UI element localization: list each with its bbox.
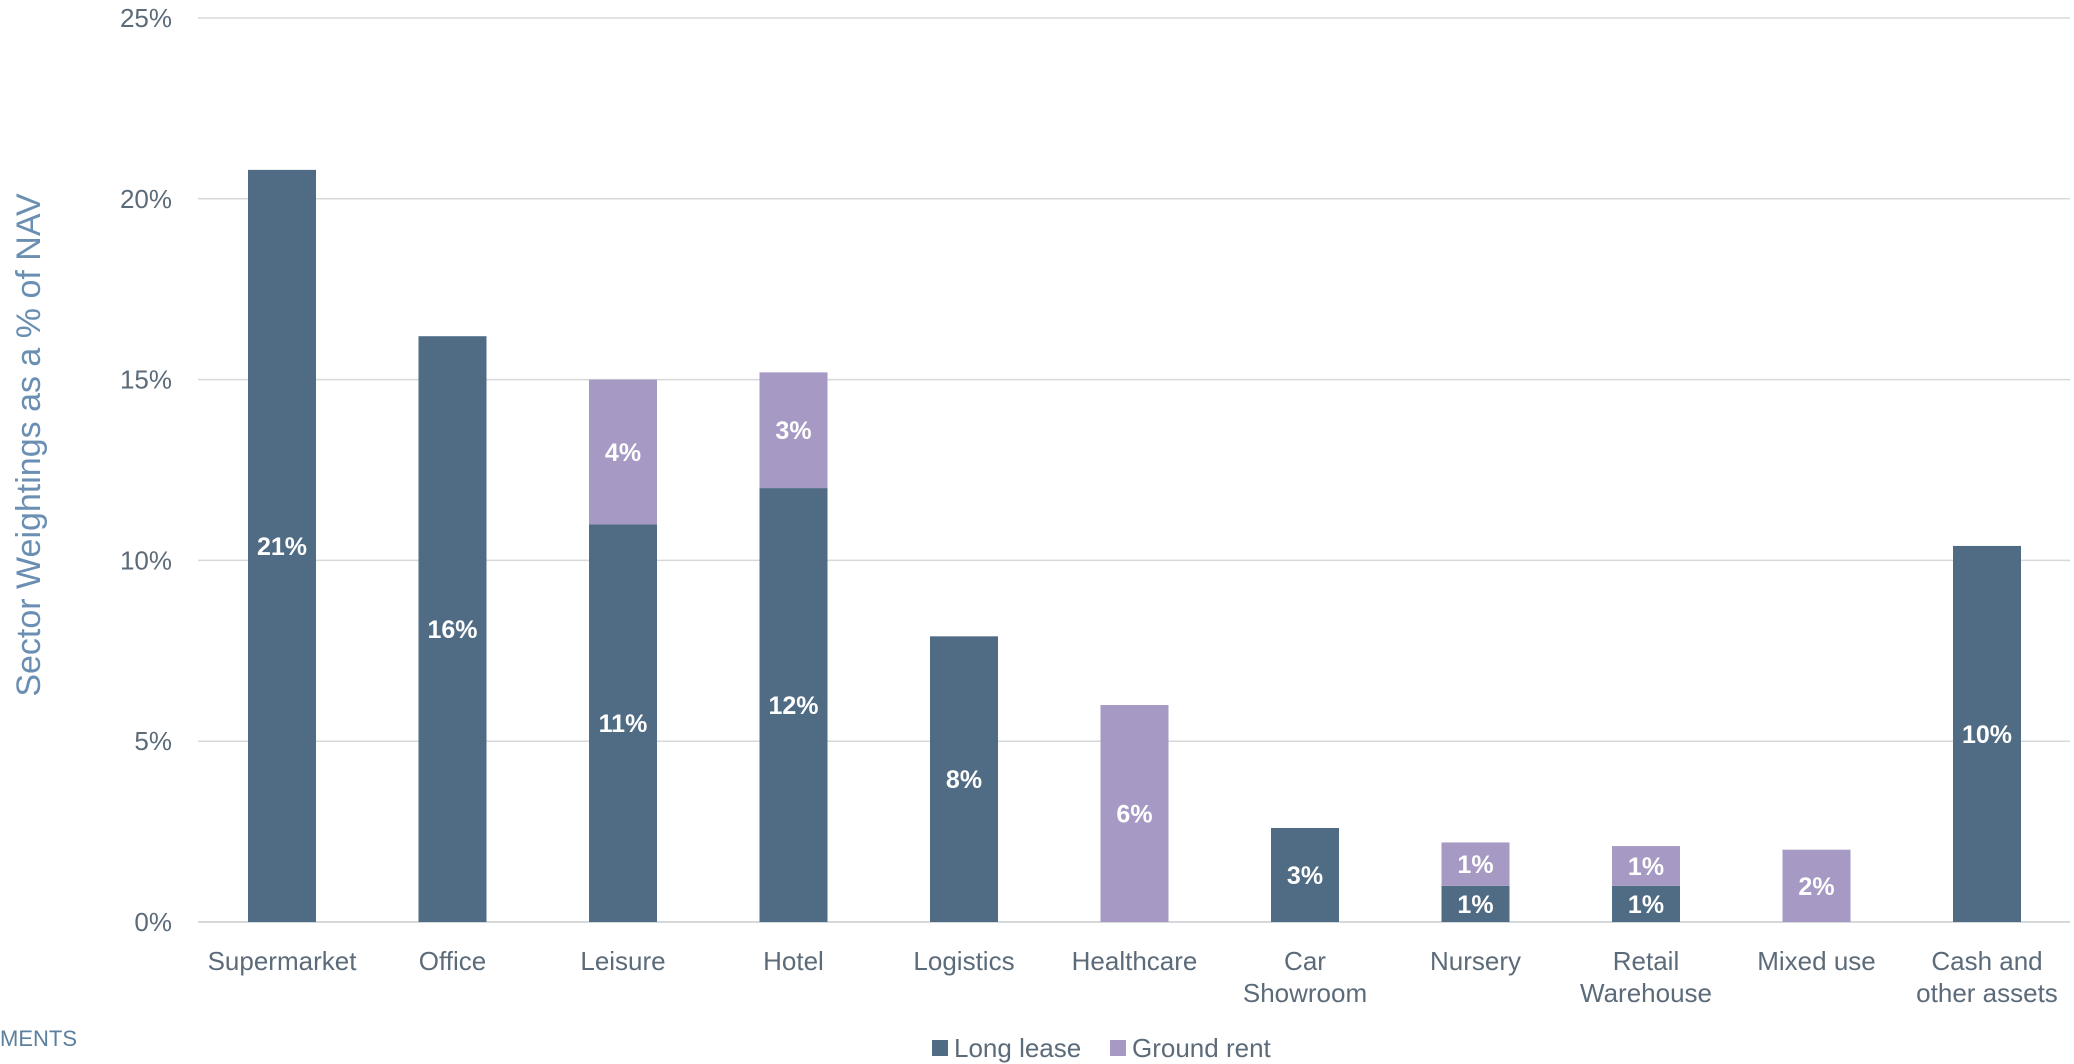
legend: Long lease Ground rent (932, 1033, 1272, 1063)
bar-segment (248, 169, 316, 922)
y-tick-label: 25% (120, 3, 172, 33)
data-label: 2% (1798, 873, 1834, 901)
x-tick-label: Office (419, 946, 486, 976)
data-label: 6% (1116, 801, 1152, 829)
data-label: 1% (1457, 891, 1493, 919)
bars (248, 169, 2021, 922)
data-label: 3% (1287, 862, 1323, 890)
x-tick-label: Healthcare (1072, 946, 1198, 976)
bar-segment (1441, 842, 1510, 886)
data-label: 3% (775, 417, 811, 445)
y-axis-label: Sector Weightings as a % of NAV (10, 193, 48, 697)
bar-segment (759, 488, 828, 922)
bar-segment (418, 336, 487, 922)
data-label: 4% (605, 439, 641, 467)
x-tick-label: Car Showroom (1243, 946, 1367, 1008)
bar-segment (1953, 545, 2021, 922)
x-tick-label: Nursery (1430, 946, 1521, 976)
y-tick-label: 20% (120, 184, 172, 214)
side-note-text: MENTS (0, 1026, 77, 1051)
data-label: 1% (1457, 851, 1493, 879)
data-label: 21% (257, 533, 307, 561)
data-labels: 21% 16% 11% 4% 12% 3% 8% 6% 3% 1% 1% 1% 1% 2% 10% (257, 417, 2012, 919)
y-tick-label: 10% (120, 545, 172, 575)
bar-segment (1100, 705, 1169, 922)
data-label: 16% (427, 616, 477, 644)
y-axis-ticks: 0% 5% 10% 15% 20% 25% (120, 3, 172, 937)
data-label: 8% (946, 766, 982, 794)
data-label: 11% (599, 710, 648, 738)
data-label: 1% (1628, 891, 1664, 919)
x-tick-label: Supermarket (208, 946, 358, 976)
legend-label: Ground rent (1132, 1033, 1272, 1063)
data-label: 1% (1628, 853, 1664, 881)
x-tick-label: Cash and other assets (1916, 946, 2058, 1008)
x-tick-label: Logistics (913, 946, 1014, 976)
x-axis-categories: Supermarket Office Leisure Hotel Logistics He… (208, 946, 2058, 1008)
bar-segment (1271, 827, 1339, 922)
x-tick-label: Mixed use (1757, 946, 1876, 976)
bar-segment (1612, 885, 1680, 922)
legend-label: Long lease (954, 1033, 1081, 1063)
x-tick-label: Hotel (763, 946, 824, 976)
y-tick-label: 0% (134, 907, 172, 937)
bar-segment (1782, 849, 1851, 922)
legend-swatch (932, 1040, 948, 1056)
data-label: 10% (1962, 721, 2012, 749)
x-tick-label: Retail Warehouse (1580, 946, 1712, 1008)
bar-segment (1612, 846, 1680, 886)
y-tick-label: 5% (134, 726, 172, 756)
bar-segment (589, 379, 657, 525)
bar-segment (1441, 885, 1510, 922)
data-label: 12% (768, 692, 818, 720)
bar-segment (930, 636, 998, 922)
bar-segment (759, 372, 828, 489)
y-tick-label: 15% (120, 365, 172, 395)
legend-swatch (1110, 1040, 1126, 1056)
bar-segment (589, 524, 657, 922)
x-tick-label: Leisure (580, 946, 665, 976)
